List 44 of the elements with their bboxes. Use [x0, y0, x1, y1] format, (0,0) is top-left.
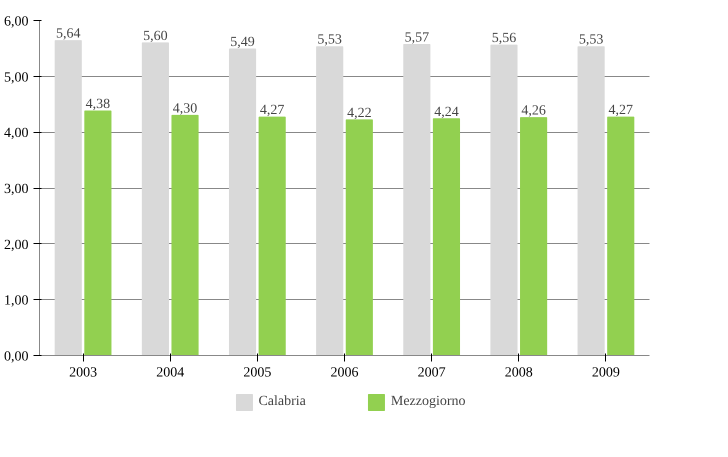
- y-tick-label: 1,00: [4, 294, 28, 309]
- bar: [403, 44, 430, 356]
- y-tick-label: 6,00: [4, 14, 28, 30]
- bar: [228, 48, 256, 356]
- bar: [520, 117, 548, 356]
- y-tick-label: 4,00: [4, 126, 28, 142]
- bar: [490, 44, 518, 356]
- x-tick-label: 2003: [69, 366, 98, 380]
- bar: [84, 110, 112, 356]
- x-tick-label: 2005: [243, 366, 272, 380]
- bar: [316, 46, 344, 356]
- x-tick-label: 2007: [418, 366, 446, 380]
- legend-label: Mezzogiorno: [390, 394, 466, 410]
- data-label: 4,27: [608, 103, 633, 118]
- data-label: 4,22: [347, 106, 372, 121]
- x-tick-label: 2008: [504, 366, 533, 380]
- data-label: 5,64: [56, 26, 81, 42]
- data-label: 5,60: [143, 28, 168, 44]
- x-tick-label: 2006: [330, 366, 358, 380]
- legend-label: Calabria: [258, 394, 306, 410]
- data-label: 5,53: [317, 32, 342, 48]
- data-label: 4,30: [172, 101, 198, 116]
- bar: [171, 114, 199, 356]
- data-label: 5,49: [230, 34, 255, 50]
- bar: [142, 42, 169, 356]
- data-label: 5,53: [578, 32, 604, 48]
- y-tick-label: 3,00: [4, 182, 28, 197]
- data-label: 5,57: [404, 30, 430, 46]
- data-label: 4,27: [260, 103, 284, 118]
- data-label: 4,24: [434, 104, 459, 120]
- x-tick-label: 2009: [592, 366, 620, 380]
- data-label: 4,38: [86, 96, 110, 112]
- y-tick-label: 2,00: [4, 238, 28, 253]
- data-label: 4,26: [521, 104, 546, 119]
- bar: [346, 119, 373, 356]
- y-tick-label: 0,00: [4, 350, 28, 364]
- bar: [258, 116, 286, 356]
- bar: [432, 118, 460, 356]
- bar: [607, 116, 634, 356]
- x-tick-label: 2004: [156, 366, 184, 380]
- bar: [54, 40, 82, 356]
- data-label: 5,56: [492, 31, 516, 46]
- y-tick-label: 5,00: [4, 70, 28, 86]
- bar: [578, 46, 605, 356]
